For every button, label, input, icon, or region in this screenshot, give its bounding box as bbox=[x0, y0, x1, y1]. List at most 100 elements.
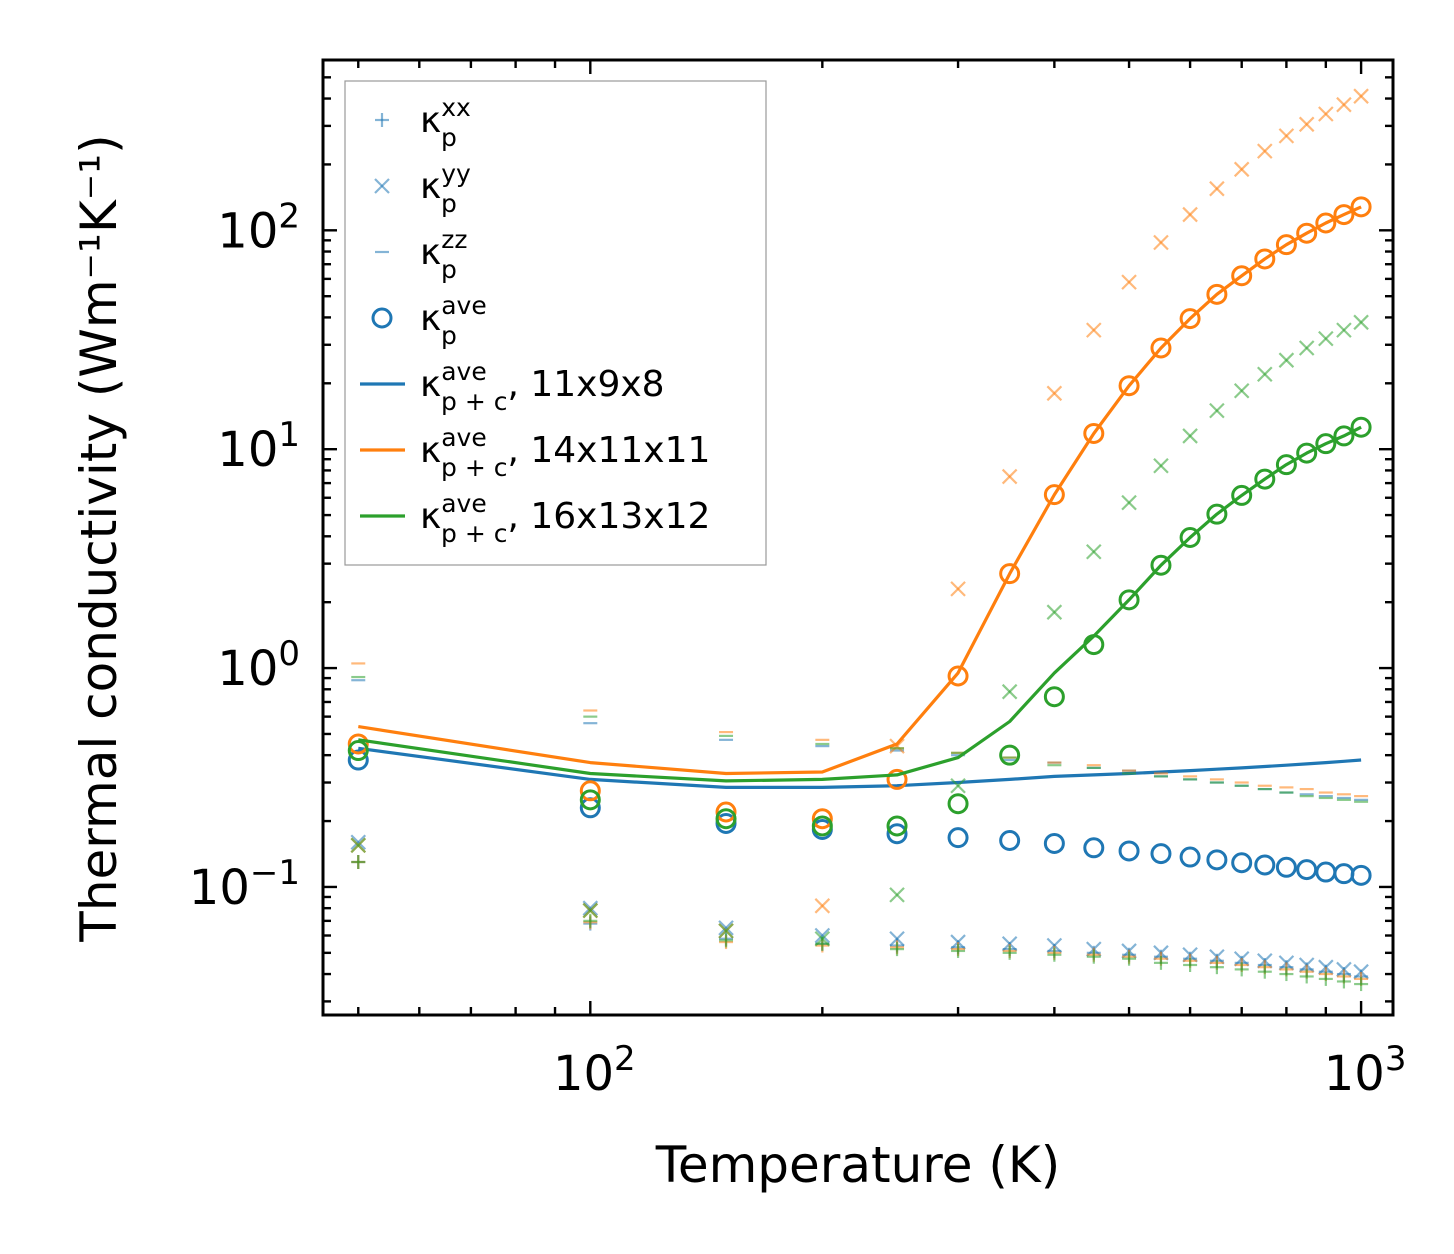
kyy-point bbox=[1046, 937, 1063, 954]
kyy-point bbox=[350, 834, 367, 851]
kave-point bbox=[1231, 265, 1253, 287]
kyy-point bbox=[718, 920, 734, 936]
kyy-point bbox=[1086, 543, 1102, 560]
kyy-point bbox=[1336, 96, 1352, 113]
kave-point bbox=[1350, 416, 1372, 438]
kxx-point bbox=[1354, 977, 1369, 992]
kave-point bbox=[1043, 686, 1065, 708]
kxx-point bbox=[1086, 949, 1101, 964]
kyy-point bbox=[1278, 352, 1295, 368]
kyy-point bbox=[889, 887, 905, 903]
kave-point bbox=[886, 815, 908, 837]
y-tick-label: 100 bbox=[217, 634, 300, 697]
kave-point bbox=[1333, 425, 1355, 447]
kyy-point bbox=[814, 898, 831, 914]
kave-point bbox=[1350, 196, 1372, 218]
kyy-point bbox=[582, 902, 599, 919]
kyy-point bbox=[950, 777, 966, 794]
kxx-point bbox=[1183, 957, 1198, 972]
kyy-point bbox=[1298, 116, 1315, 133]
kyy-point bbox=[950, 934, 966, 950]
kyy-point bbox=[1121, 274, 1137, 290]
kave-point bbox=[1254, 854, 1276, 876]
kave-point bbox=[1150, 337, 1172, 359]
kave-point bbox=[1206, 283, 1228, 305]
kave-point bbox=[1043, 832, 1065, 854]
legend-marker-plus bbox=[375, 113, 389, 127]
kyy-point bbox=[1182, 428, 1198, 444]
kave-point bbox=[1179, 308, 1201, 330]
kyy-point bbox=[1336, 961, 1352, 978]
kave-point bbox=[1118, 840, 1140, 862]
kave-point bbox=[1083, 634, 1105, 656]
y-tick-label: 101 bbox=[217, 415, 300, 478]
kave-point bbox=[1254, 468, 1276, 490]
legend-label: κave p + c, 16x13x12 bbox=[420, 489, 710, 548]
kyy-point bbox=[1233, 382, 1250, 399]
kave-point bbox=[1275, 234, 1297, 256]
kave-point bbox=[1083, 422, 1105, 444]
axes-frame bbox=[321, 58, 1395, 1017]
kxx-point bbox=[1318, 971, 1333, 986]
legend-entry: κzz p bbox=[375, 225, 467, 284]
kave-point bbox=[886, 768, 908, 790]
kyy-point bbox=[1353, 314, 1369, 331]
kave-point bbox=[1150, 554, 1172, 576]
kpc-line-16x13x12 bbox=[358, 425, 1362, 783]
kxx-point bbox=[351, 855, 366, 870]
y-tick-label: 10−1 bbox=[189, 853, 300, 916]
legend-entry: κave p + c, 11x9x8 bbox=[360, 357, 665, 416]
kpc-line-11x9x8 bbox=[358, 746, 1362, 790]
kyy-point bbox=[950, 581, 966, 597]
kyy-point bbox=[1046, 604, 1063, 620]
kyy-point bbox=[1001, 936, 1018, 952]
kave-point bbox=[1296, 222, 1318, 244]
kyy-point bbox=[1353, 88, 1369, 104]
kave-point bbox=[1275, 856, 1297, 878]
kave-point bbox=[1206, 503, 1228, 525]
kxx-point bbox=[951, 943, 966, 958]
kave-point bbox=[947, 665, 969, 687]
kave-point bbox=[1315, 212, 1337, 234]
kyy-point bbox=[1257, 366, 1273, 383]
kave-point bbox=[999, 830, 1021, 852]
legend-entry: κave p + c, 14x11x11 bbox=[360, 423, 710, 482]
kave-point bbox=[1296, 442, 1318, 464]
kave-point bbox=[347, 740, 369, 762]
kyy-point bbox=[582, 900, 599, 916]
kave-point bbox=[1118, 375, 1140, 397]
kave-point bbox=[811, 808, 833, 830]
kave-point bbox=[1206, 849, 1228, 871]
plot-area bbox=[347, 88, 1372, 992]
kave-point bbox=[1231, 852, 1253, 874]
kave-point bbox=[811, 815, 833, 837]
kxx-point bbox=[1299, 969, 1314, 984]
y-axis-label: Thermal conductivity (Wm⁻¹K⁻¹) bbox=[70, 134, 128, 942]
kyy-point bbox=[1121, 494, 1137, 511]
x-tick-label: 103 bbox=[1324, 1039, 1407, 1102]
legend-entry: κxx p bbox=[375, 93, 471, 152]
x-axis-label: Temperature (K) bbox=[655, 1136, 1060, 1194]
kave-point bbox=[1043, 484, 1065, 506]
kyy-point bbox=[1086, 322, 1102, 338]
kxx-point bbox=[1047, 947, 1062, 962]
kyy-point bbox=[1182, 206, 1198, 223]
x-tick-label: 102 bbox=[553, 1039, 636, 1102]
legend: κxx p κyy p κzz p κave p κave p + c, 11x9x8 κave p … bbox=[344, 80, 767, 566]
kave-point bbox=[579, 789, 601, 811]
kave-point bbox=[1150, 843, 1172, 865]
legend-label: κxx p bbox=[420, 93, 471, 152]
legend-label: κzz p bbox=[420, 225, 467, 284]
kxx-point bbox=[1257, 964, 1272, 979]
legend-label: κyy p bbox=[420, 159, 471, 218]
kave-point bbox=[347, 749, 369, 771]
kave-point bbox=[715, 801, 737, 823]
kave-point bbox=[579, 780, 601, 802]
kyy-point bbox=[1001, 468, 1018, 485]
legend-entry: κyy p bbox=[374, 159, 471, 218]
kyy-point bbox=[1209, 180, 1225, 197]
kave-point bbox=[1179, 526, 1201, 548]
kyy-point bbox=[1001, 683, 1018, 700]
kave-point bbox=[1333, 204, 1355, 226]
